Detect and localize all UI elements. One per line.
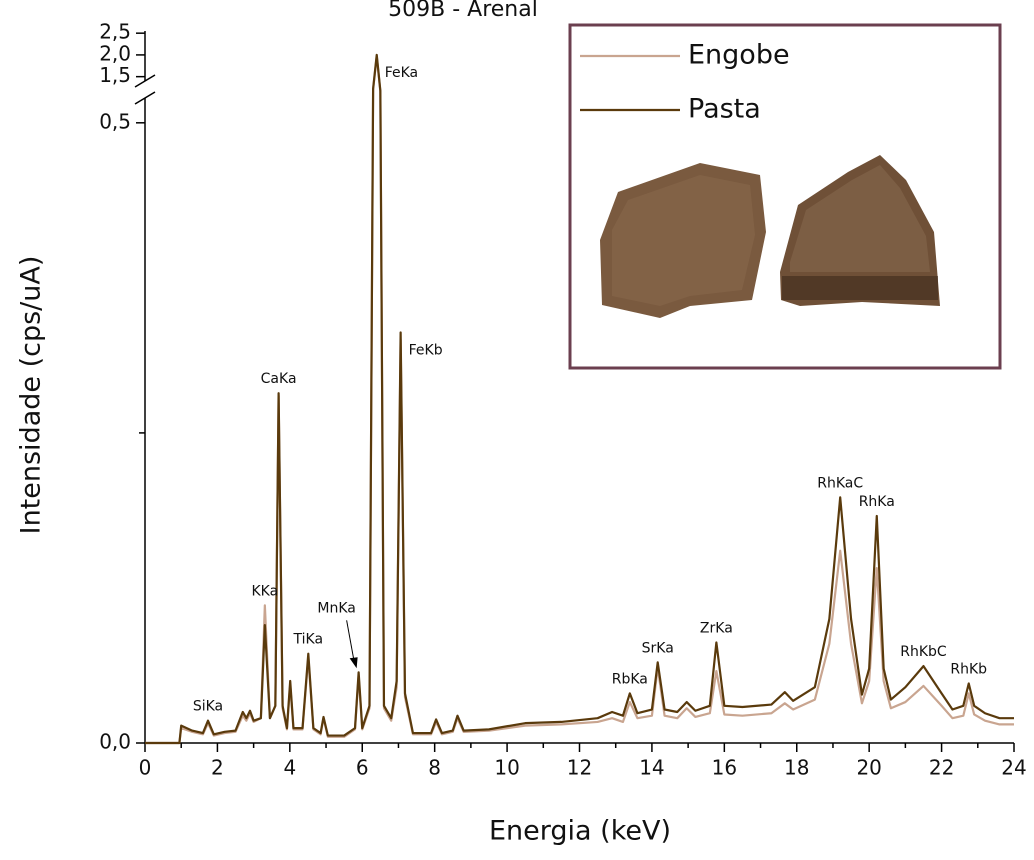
legend: Engobe Pasta xyxy=(568,23,1002,370)
x-tick-label: 2 xyxy=(211,756,224,780)
x-tick-label: 8 xyxy=(428,756,441,780)
axis-break xyxy=(134,91,156,105)
sherd-right-texture xyxy=(790,165,930,272)
peak-label: RhKa xyxy=(859,494,895,510)
legend-label: Pasta xyxy=(688,94,761,125)
y-tick-label: 0,5 xyxy=(99,109,131,133)
sherd-right-edge xyxy=(782,276,938,300)
peak-label: SiKa xyxy=(193,699,223,715)
x-tick-label: 14 xyxy=(639,756,664,780)
x-tick-label: 22 xyxy=(929,756,954,780)
peak-label: KKa xyxy=(251,583,278,599)
series-line xyxy=(145,53,1014,745)
x-tick-label: 4 xyxy=(283,756,296,780)
x-tick-label: 18 xyxy=(784,756,809,780)
x-axis-title: Energia (keV) xyxy=(489,816,671,847)
x-tick-label: 24 xyxy=(1001,756,1026,780)
peak-label: RhKaC xyxy=(817,475,863,491)
x-tick-label: 12 xyxy=(567,756,592,780)
x-tick-label: 0 xyxy=(139,756,152,780)
axis-break xyxy=(134,74,156,88)
y-tick-label: 1,5 xyxy=(99,63,131,87)
peak-label: RhKbC xyxy=(900,644,947,660)
chart-title: 509B - Arenal xyxy=(388,0,538,22)
y-tick-label: 0,0 xyxy=(99,730,131,754)
peak-label: SrKa xyxy=(642,640,674,656)
peak-label: CaKa xyxy=(261,371,297,387)
x-tick-label: 16 xyxy=(712,756,737,780)
peak-label: RbKa xyxy=(612,671,648,687)
x-tick-label: 20 xyxy=(856,756,881,780)
peak-label: ZrKa xyxy=(700,621,733,637)
peak-label: FeKb xyxy=(409,342,443,358)
legend-label: Engobe xyxy=(688,40,790,71)
x-tick-label: 10 xyxy=(494,756,519,780)
x-tick-label: 6 xyxy=(356,756,369,780)
sherd-left-texture xyxy=(612,175,755,306)
y-tick-label: 2,0 xyxy=(99,41,131,65)
peak-label: FeKa xyxy=(385,65,418,81)
peak-label: RhKb xyxy=(950,661,987,677)
peak-arrow xyxy=(346,620,356,665)
peak-arrowhead xyxy=(349,657,358,669)
y-tick-label: 2,5 xyxy=(99,20,131,44)
peak-label: TiKa xyxy=(293,632,324,648)
peak-label: MnKa xyxy=(317,600,355,616)
y-axis-title: Intensidade (cps/uA) xyxy=(16,256,47,535)
sherd-photo xyxy=(600,155,940,318)
